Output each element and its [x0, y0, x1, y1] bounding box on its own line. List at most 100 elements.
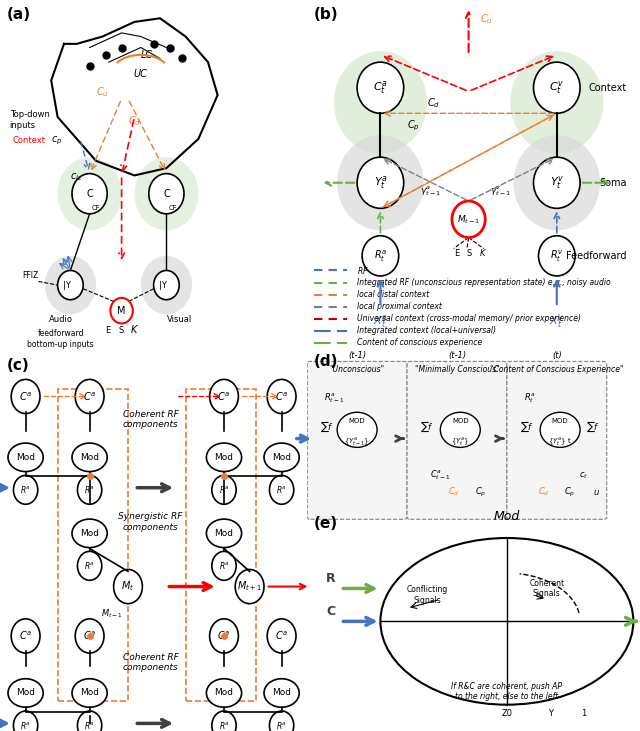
- Text: $u$: $u$: [593, 488, 600, 497]
- Ellipse shape: [8, 443, 44, 471]
- Circle shape: [13, 711, 38, 731]
- Text: $M_{t-1}$: $M_{t-1}$: [457, 213, 481, 226]
- Text: $C_u$: $C_u$: [96, 85, 109, 99]
- Circle shape: [110, 298, 133, 323]
- Text: K: K: [131, 325, 138, 335]
- Text: $RF$: $RF$: [357, 265, 369, 276]
- Text: Mod: Mod: [16, 689, 35, 697]
- Text: Mod: Mod: [214, 452, 234, 462]
- Text: Z0: Z0: [501, 708, 513, 718]
- Circle shape: [77, 711, 102, 731]
- Text: $\sum f$: $\sum f$: [586, 420, 600, 434]
- Text: Mod: Mod: [493, 510, 520, 523]
- Text: $R^a$: $R^a$: [84, 485, 95, 496]
- Circle shape: [154, 270, 179, 300]
- Circle shape: [210, 379, 239, 414]
- Circle shape: [212, 551, 236, 580]
- Text: $C^a_t$: $C^a_t$: [373, 79, 388, 96]
- Text: Mod: Mod: [16, 452, 35, 462]
- Ellipse shape: [540, 412, 580, 447]
- Text: Integrated RF (unconscious representation state) e.g., noisy audio: Integrated RF (unconscious representatio…: [357, 278, 611, 287]
- Circle shape: [77, 551, 102, 580]
- Circle shape: [452, 201, 485, 238]
- Ellipse shape: [440, 412, 480, 447]
- Text: $X^a_t$: $X^a_t$: [373, 313, 388, 330]
- Text: $M_{t+1}$: $M_{t+1}$: [237, 580, 262, 594]
- Text: $C_p$: $C_p$: [564, 486, 576, 499]
- Text: Mod: Mod: [214, 689, 234, 697]
- Text: $\{Y^a_t\}$: $\{Y^a_t\}$: [451, 436, 469, 448]
- Text: |Y: |Y: [159, 281, 167, 289]
- Text: K: K: [480, 249, 486, 258]
- Circle shape: [357, 157, 404, 208]
- Circle shape: [58, 157, 122, 230]
- Ellipse shape: [337, 412, 377, 447]
- Text: Visual: Visual: [166, 314, 192, 324]
- Circle shape: [12, 379, 40, 414]
- Circle shape: [510, 51, 604, 154]
- Text: $Y^a_t$: $Y^a_t$: [374, 174, 387, 192]
- Text: $\gamma^v_{t-1}$: $\gamma^v_{t-1}$: [490, 185, 511, 198]
- Ellipse shape: [72, 519, 108, 548]
- Text: $C^a$: $C^a$: [19, 390, 32, 403]
- Circle shape: [268, 619, 296, 653]
- Text: $C^a$: $C^a$: [19, 630, 32, 642]
- Text: $C_d$: $C_d$: [448, 485, 460, 499]
- Text: Top-down: Top-down: [10, 110, 49, 119]
- Text: $R^a$: $R^a$: [276, 720, 287, 731]
- Ellipse shape: [206, 678, 242, 708]
- Text: local distal context: local distal context: [357, 290, 429, 299]
- Circle shape: [269, 711, 294, 731]
- Text: $R^a$: $R^a$: [84, 720, 95, 731]
- Circle shape: [269, 475, 294, 504]
- Text: FFIZ: FFIZ: [22, 270, 38, 280]
- Text: $R^a$: $R^a$: [218, 561, 230, 572]
- Text: $\{Y^a_t\}$ t: $\{Y^a_t\}$ t: [548, 436, 572, 448]
- Text: $C^a$: $C^a$: [218, 390, 230, 403]
- Text: local proximal context: local proximal context: [357, 302, 442, 311]
- Text: C: C: [326, 605, 335, 618]
- Text: $M_t$: $M_t$: [122, 580, 134, 594]
- Circle shape: [212, 711, 236, 731]
- Text: Coherent RF
components: Coherent RF components: [122, 653, 179, 673]
- Text: Mod: Mod: [272, 452, 291, 462]
- Text: $C^a$: $C^a$: [218, 630, 230, 642]
- Text: Feedforward: Feedforward: [566, 251, 627, 261]
- Text: If R&C are coherent, push AP
to the right, else to the left: If R&C are coherent, push AP to the righ…: [451, 682, 563, 701]
- Text: $C_d$: $C_d$: [427, 96, 440, 110]
- Text: Mod: Mod: [80, 689, 99, 697]
- Circle shape: [337, 135, 424, 230]
- Text: (b): (b): [314, 7, 339, 23]
- Text: $\sum f$: $\sum f$: [520, 420, 534, 434]
- Circle shape: [149, 174, 184, 214]
- Text: $R^a$: $R^a$: [20, 720, 31, 731]
- Circle shape: [538, 235, 575, 276]
- Text: Audio: Audio: [49, 314, 73, 324]
- Circle shape: [141, 256, 192, 314]
- Ellipse shape: [72, 678, 108, 708]
- FancyBboxPatch shape: [307, 361, 407, 519]
- Text: C: C: [163, 189, 170, 199]
- Text: $C^a$: $C^a$: [83, 630, 96, 642]
- Ellipse shape: [206, 443, 242, 471]
- Text: MOD: MOD: [552, 418, 568, 424]
- Text: $C^a$: $C^a$: [275, 390, 288, 403]
- Text: Universal context (cross-modal memory/ prior experience): Universal context (cross-modal memory/ p…: [357, 314, 581, 323]
- Text: $C^a$: $C^a$: [275, 630, 288, 642]
- Circle shape: [357, 62, 404, 113]
- Circle shape: [77, 475, 102, 504]
- Circle shape: [72, 174, 108, 214]
- Text: Mod: Mod: [272, 689, 291, 697]
- Text: Mod: Mod: [80, 529, 99, 538]
- Circle shape: [236, 569, 264, 604]
- Text: Coherent
Signals: Coherent Signals: [529, 579, 564, 598]
- Circle shape: [212, 475, 236, 504]
- Text: inputs: inputs: [10, 121, 36, 130]
- Ellipse shape: [206, 519, 242, 548]
- Ellipse shape: [8, 678, 44, 708]
- Text: UC: UC: [134, 69, 148, 79]
- Text: $C_p$: $C_p$: [475, 486, 486, 499]
- Text: (c): (c): [6, 358, 29, 374]
- Text: M: M: [117, 306, 126, 316]
- Text: $R^a_{t-1}$: $R^a_{t-1}$: [324, 391, 344, 404]
